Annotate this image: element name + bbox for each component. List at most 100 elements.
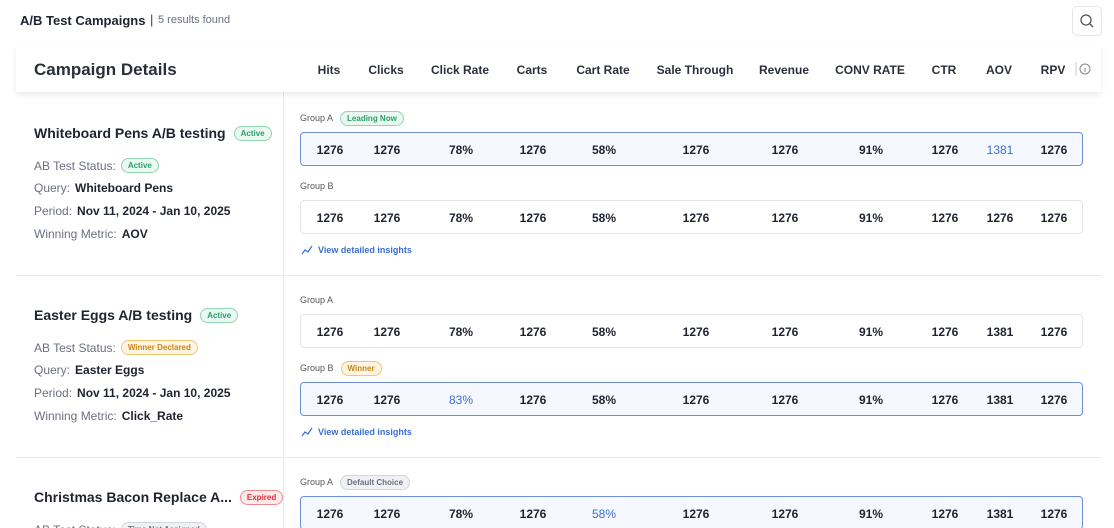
campaign-field: Winning Metric: Click_Rate	[34, 409, 183, 423]
metric-value: 1276	[1040, 143, 1068, 157]
metric-value: 1276	[373, 325, 401, 339]
search-button[interactable]	[1072, 6, 1102, 36]
column-header: Cart Rate	[576, 63, 630, 77]
field-value: Whiteboard Pens	[75, 181, 174, 195]
metric-value: 1276	[771, 507, 799, 521]
metric-value: 1276	[931, 393, 959, 407]
column-header: Hits	[317, 63, 341, 77]
search-icon	[1080, 14, 1094, 28]
table-title: Campaign Details	[34, 60, 177, 79]
column-header: Revenue	[758, 63, 810, 77]
column-header: Clicks	[368, 63, 404, 77]
metric-value: 58%	[591, 507, 617, 521]
metric-value: 1276	[1040, 211, 1068, 225]
group-row: 1276 1276 78% 1276 58% 1276 1276 91% 1276 1381 127…	[300, 496, 1083, 528]
column-divider	[283, 92, 284, 528]
group-name: Group A	[300, 113, 334, 123]
metric-value: 1276	[986, 211, 1014, 225]
metric-value: 1276	[682, 325, 710, 339]
insights-text: View detailed insights	[318, 427, 412, 437]
field-label: AB Test Status:	[34, 158, 116, 173]
trend-icon	[301, 245, 313, 255]
group-row: 1276 1276 83% 1276 58% 1276 1276 91% 1276 1381 127…	[300, 382, 1083, 416]
group-name: Group B	[300, 363, 334, 373]
metric-value: 1276	[931, 507, 959, 521]
row-divider	[16, 457, 1101, 458]
metric-value: 83%	[448, 393, 474, 407]
metric-value: 91%	[858, 143, 884, 157]
campaign-name: Easter Eggs A/B testing Active	[34, 307, 239, 323]
field-label: Period:	[34, 204, 73, 218]
group-row: 1276 1276 78% 1276 58% 1276 1276 91% 1276 1381 127…	[300, 132, 1083, 166]
field-label: Winning Metric:	[34, 227, 117, 241]
column-header: RPV	[1040, 63, 1066, 77]
insights-link[interactable]: View detailed insights	[301, 427, 412, 437]
status-badge: Winner Declared	[120, 340, 198, 355]
group-name: Group A	[300, 477, 334, 487]
metric-value: 1276	[1040, 393, 1068, 407]
group-label: Group A	[300, 293, 333, 307]
column-header: Click Rate	[430, 63, 490, 77]
metric-value: 1276	[682, 507, 710, 521]
metric-value: 1276	[931, 143, 959, 157]
divider: |	[150, 12, 154, 27]
metric-value: 1276	[316, 393, 344, 407]
campaign-field: Period: Nov 11, 2024 - Jan 10, 2025	[34, 204, 230, 218]
group-tag: Leading Now	[340, 110, 404, 126]
field-label: Query:	[34, 181, 71, 195]
metric-value: 1381	[986, 393, 1014, 407]
campaign-field: Query: Whiteboard Pens	[34, 181, 173, 195]
metric-value: 1276	[682, 393, 710, 407]
results-count: 5 results found	[158, 14, 231, 26]
info-icon[interactable]	[1075, 61, 1093, 77]
group-label: Group B	[300, 179, 334, 193]
metric-value: 1276	[373, 507, 401, 521]
field-label: Period:	[34, 386, 73, 400]
metric-value: 91%	[858, 211, 884, 225]
insights-text: View detailed insights	[318, 245, 412, 255]
group-row: 1276 1276 78% 1276 58% 1276 1276 91% 1276 1381 127…	[300, 314, 1083, 348]
metric-value: 1276	[316, 143, 344, 157]
table-header: Campaign Details Hits Clicks Click Rate Car…	[16, 45, 1101, 92]
campaign-field: Period: Nov 11, 2024 - Jan 10, 2025	[34, 386, 230, 400]
field-label: Query:	[34, 363, 71, 377]
metric-value: 91%	[858, 393, 884, 407]
metric-value: 1276	[519, 211, 547, 225]
status-badge: Active	[120, 158, 159, 173]
campaign-badge: Active	[200, 307, 239, 323]
metric-value: 78%	[448, 143, 474, 157]
metric-value: 1276	[682, 211, 710, 225]
metric-value: 91%	[858, 507, 884, 521]
field-value: AOV	[121, 227, 148, 241]
metric-value: 1381	[986, 507, 1014, 521]
metric-value: 91%	[858, 325, 884, 339]
column-header: Carts	[516, 63, 548, 77]
metric-value: 78%	[448, 211, 474, 225]
field-value: Click_Rate	[121, 409, 184, 423]
metric-value: 1276	[771, 143, 799, 157]
metric-value: 1276	[1040, 325, 1068, 339]
campaign-name: Christmas Bacon Replace A... Expired	[34, 489, 284, 505]
group-row: 1276 1276 78% 1276 58% 1276 1276 91% 1276 1276 127…	[300, 200, 1083, 234]
campaign-name-text: Christmas Bacon Replace A...	[34, 489, 232, 505]
campaign-name-text: Whiteboard Pens A/B testing	[34, 125, 226, 141]
metric-value: 1276	[931, 325, 959, 339]
campaign-badge: Expired	[239, 489, 284, 505]
column-header: CONV RATE	[835, 63, 905, 77]
campaign-field: Winning Metric: AOV	[34, 227, 148, 241]
campaign-badge: Active	[233, 125, 272, 141]
campaign-field: AB Test Status: Active	[34, 158, 159, 173]
campaign-name-text: Easter Eggs A/B testing	[34, 307, 193, 323]
metric-value: 1276	[771, 325, 799, 339]
field-value: Easter Eggs	[75, 363, 145, 377]
insights-link[interactable]: View detailed insights	[301, 245, 412, 255]
metric-value: 1276	[519, 393, 547, 407]
status-badge: Time Not Assigned	[120, 522, 207, 528]
page-title: A/B Test Campaigns	[20, 13, 146, 28]
metric-value: 1276	[373, 211, 401, 225]
metric-value: 1276	[1040, 507, 1068, 521]
campaign-field: AB Test Status: Time Not Assigned	[34, 522, 207, 528]
row-divider	[16, 275, 1101, 276]
metric-value: 1276	[519, 507, 547, 521]
